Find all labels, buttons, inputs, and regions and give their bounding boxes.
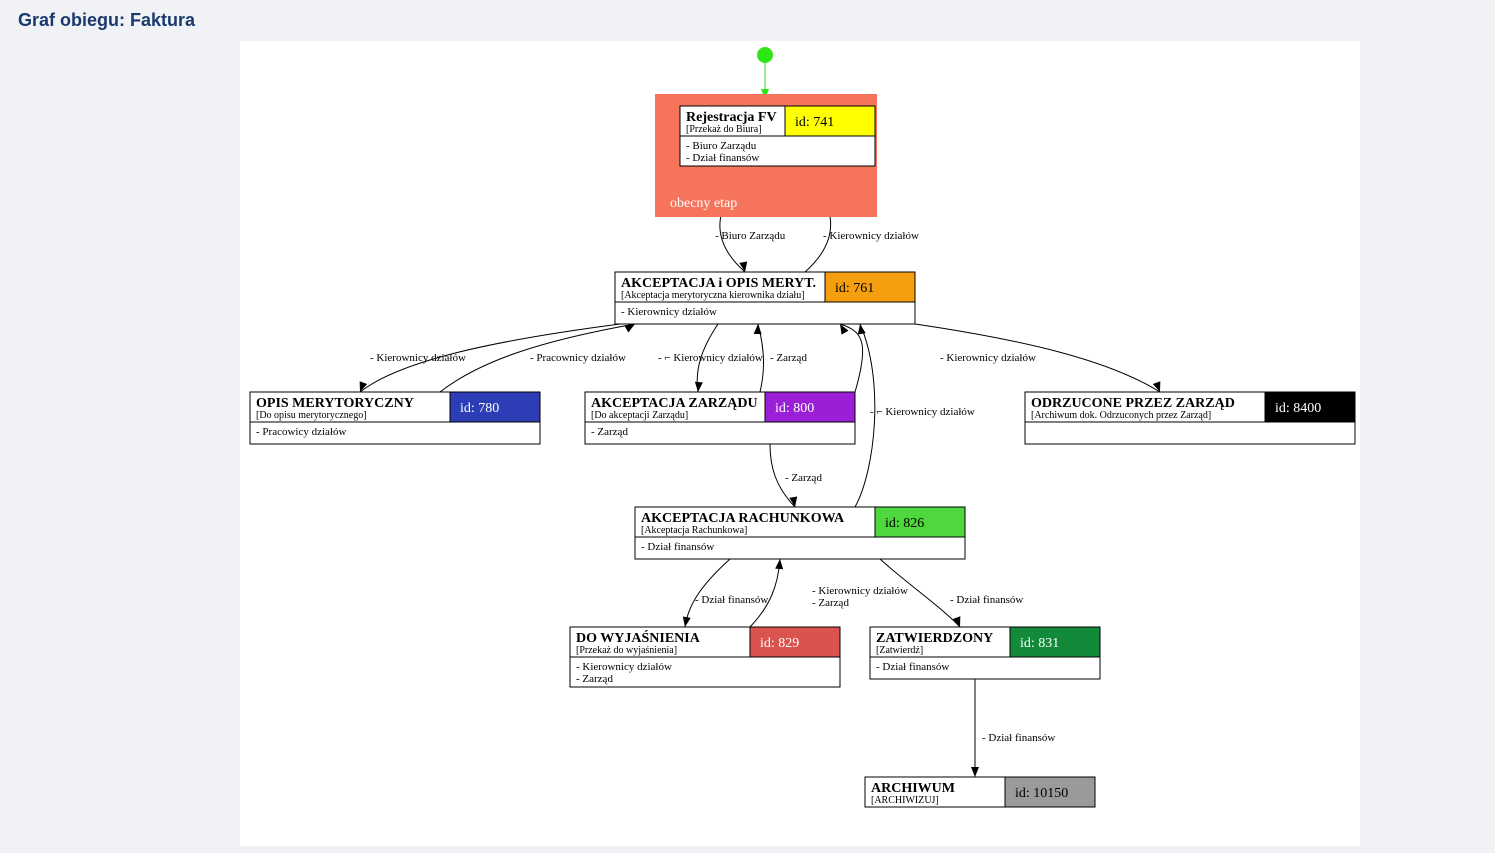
- node-title: ZATWIERDZONY: [876, 631, 993, 646]
- edge-label: - Dział finansów: [982, 732, 1055, 744]
- node-subtitle: [Przekaż do Biura]: [686, 124, 762, 135]
- node-n761[interactable]: AKCEPTACJA i OPIS MERYT.[Akceptacja mery…: [615, 272, 915, 324]
- node-subtitle: [Przekaż do wyjaśnienia]: [576, 645, 677, 656]
- edge-label: - Zarząd: [785, 472, 822, 484]
- node-title: AKCEPTACJA RACHUNKOWA: [641, 511, 845, 526]
- start-dot: [757, 47, 773, 63]
- edge-label: - Kierownicy działów: [370, 352, 466, 364]
- node-title: ARCHIWUM: [871, 781, 955, 796]
- node-id: id: 780: [460, 401, 499, 416]
- workflow-svg: - Biuro Zarządu - Kierownicy działów - Kie…: [240, 41, 1360, 846]
- node-body-line: - Dział finansów: [876, 661, 949, 673]
- node-n780[interactable]: OPIS MERYTORYCZNY[Do opisu merytoryczneg…: [250, 392, 540, 444]
- node-subtitle: [Zatwierdź]: [876, 645, 923, 656]
- node-subtitle: [ARCHIWIZUJ]: [871, 795, 939, 806]
- node-body-line: - Pracowicy działów: [256, 426, 346, 438]
- edge-label: - Zarząd: [770, 352, 807, 364]
- edge-label: - ⌐ Kierownicy działów: [870, 406, 975, 418]
- node-title: AKCEPTACJA ZARZĄDU: [591, 396, 758, 411]
- node-subtitle: [Do akceptacji Zarządu]: [591, 410, 688, 421]
- edge-label: - Pracownicy działów: [530, 352, 626, 364]
- node-id: id: 826: [885, 516, 924, 531]
- page-title: Graf obiegu: Faktura: [0, 0, 1495, 31]
- node-n8400[interactable]: ODRZUCONE PRZEZ ZARZĄD[Archiwum dok. Odr…: [1025, 392, 1355, 444]
- node-body-line: - Kierownicy działów: [621, 306, 717, 318]
- node-id: id: 8400: [1275, 401, 1321, 416]
- workflow-canvas: - Biuro Zarządu - Kierownicy działów - Kie…: [240, 41, 1360, 846]
- node-subtitle: [Archiwum dok. Odrzuconych przez Zarząd]: [1031, 410, 1211, 421]
- node-id: id: 10150: [1015, 786, 1068, 801]
- edge-label: - Kierownicy działów: [940, 352, 1036, 364]
- node-title: DO WYJAŚNIENIA: [576, 629, 701, 646]
- node-n826[interactable]: AKCEPTACJA RACHUNKOWA[Akceptacja Rachunk…: [635, 507, 965, 559]
- node-subtitle: [Akceptacja merytoryczna kierownika dzia…: [621, 290, 805, 301]
- node-body-line: - Dział finansów: [641, 541, 714, 553]
- node-id: id: 829: [760, 636, 799, 651]
- node-subtitle: [Akceptacja Rachunkowa]: [641, 525, 747, 536]
- node-id: id: 831: [1020, 636, 1059, 651]
- edge-label: - Kierownicy działów: [812, 585, 908, 597]
- node-title: OPIS MERYTORYCZNY: [256, 396, 414, 411]
- node-n829[interactable]: DO WYJAŚNIENIA[Przekaż do wyjaśnienia] id…: [570, 627, 840, 687]
- edge-label: - Kierownicy działów: [823, 230, 919, 242]
- node-n800[interactable]: AKCEPTACJA ZARZĄDU[Do akceptacji Zarządu…: [585, 392, 855, 444]
- node-title: Rejestracja FV: [686, 110, 777, 125]
- node-title: ODRZUCONE PRZEZ ZARZĄD: [1031, 396, 1235, 411]
- current-stage-label: obecny etap: [670, 196, 737, 211]
- node-body-line: - Kierownicy działów: [576, 661, 672, 673]
- edge-label: - Dział finansów: [950, 594, 1023, 606]
- node-id: id: 741: [795, 115, 834, 130]
- edge-label: - ⌐ Kierownicy działów: [658, 352, 763, 364]
- node-body-line: - Dział finansów: [686, 152, 759, 164]
- node-title: AKCEPTACJA i OPIS MERYT.: [621, 276, 816, 291]
- node-n10150[interactable]: ARCHIWUM[ARCHIWIZUJ] id: 10150: [865, 777, 1095, 807]
- node-subtitle: [Do opisu merytorycznego]: [256, 410, 367, 421]
- node-body-line: - Biuro Zarządu: [686, 140, 757, 152]
- node-n741[interactable]: Rejestracja FV[Przekaż do Biura] id: 741 -…: [680, 106, 875, 166]
- node-n831[interactable]: ZATWIERDZONY[Zatwierdź] id: 831 - Dział fi…: [870, 627, 1100, 679]
- node-id: id: 800: [775, 401, 814, 416]
- edge-label: - Zarząd: [812, 597, 849, 609]
- node-id: id: 761: [835, 281, 874, 296]
- node-body-line: - Zarząd: [576, 673, 613, 685]
- node-body-line: - Zarząd: [591, 426, 628, 438]
- edge: [750, 559, 780, 627]
- edge-label: - Biuro Zarządu: [715, 230, 786, 242]
- edge: [685, 559, 730, 627]
- edge-label: - Dział finansów: [695, 594, 768, 606]
